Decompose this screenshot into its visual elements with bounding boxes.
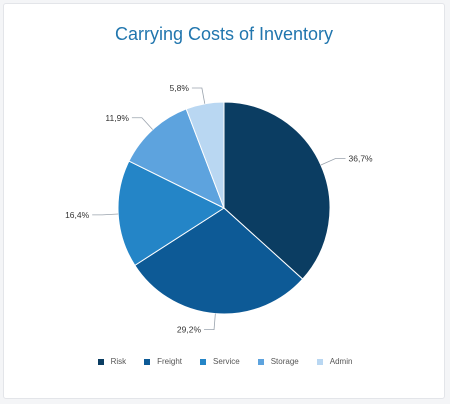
legend-swatch-admin [316,358,323,365]
pie-slice-service[interactable] [117,160,226,267]
legend-swatch-freight [144,358,151,365]
pie-slice-freight[interactable] [134,207,304,315]
legend-swatch-risk [97,358,104,365]
legend-label-admin: Admin [329,357,353,366]
leader-line-freight [204,313,216,330]
leader-line-admin [191,87,206,104]
legend-swatch-service [200,358,207,365]
leader-line-risk [320,158,346,166]
value-label-storage: 11,9% [105,113,129,123]
legend-label-storage: Storage [270,357,299,366]
value-label-admin: 5,8% [170,83,190,93]
legend-item-admin[interactable]: Admin [316,357,353,366]
value-label-risk: 36,7% [349,153,374,163]
pie-slice-admin[interactable] [185,101,225,209]
value-label-freight: 29,2% [177,325,202,335]
legend-label-risk: Risk [110,357,127,366]
legend-swatch-storage [257,358,264,365]
pie-slice-risk[interactable] [223,101,331,280]
chart-title: Carrying Costs of Inventory [114,24,334,44]
leader-line-service [92,213,119,216]
legend-item-service[interactable]: Service [200,357,240,366]
value-label-service: 16,4% [65,210,90,220]
leader-line-storage [131,117,153,130]
legend-item-freight[interactable]: Freight [144,357,182,366]
legend-label-service: Service [213,357,240,366]
legend-item-risk[interactable]: Risk [97,357,127,366]
chart-legend: Risk Freight Service Storage Admin [0,357,450,366]
legend-item-storage[interactable]: Storage [257,357,299,366]
legend-label-freight: Freight [157,357,183,366]
